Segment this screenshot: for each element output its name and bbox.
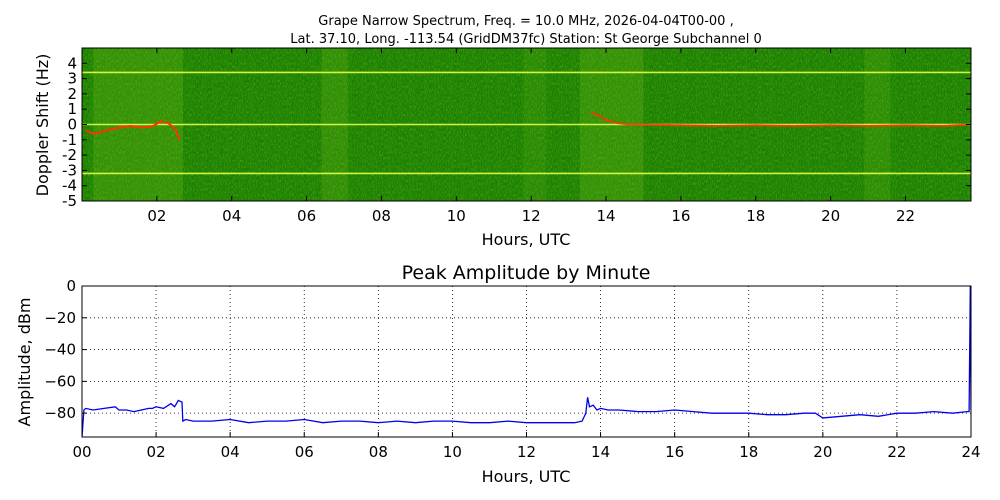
amp-x-tick-label: 18 (739, 443, 758, 461)
amp-y-tick-label: −80 (44, 404, 76, 422)
spec-y-tick-label: -5 (62, 192, 77, 210)
amp-x-tick-label: 24 (961, 443, 980, 461)
amplitude-chart-title: Peak Amplitude by Minute (402, 262, 651, 284)
amplitude-x-axis-label: Hours, UTC (482, 467, 571, 486)
amp-x-tick-label: 02 (147, 443, 166, 461)
amp-x-tick-label: 14 (591, 443, 610, 461)
spec-x-tick-label: 04 (222, 207, 241, 225)
spec-x-tick-label: 22 (896, 207, 915, 225)
amp-y-tick-label: −60 (44, 372, 76, 390)
spec-x-tick-label: 08 (372, 207, 391, 225)
spec-x-tick-label: 20 (821, 207, 840, 225)
signal-trace-segment-2 (590, 111, 970, 128)
amp-x-tick-label: 08 (369, 443, 388, 461)
spec-y-tick-label: 2 (67, 85, 77, 103)
spec-x-tick-label: 02 (147, 207, 166, 225)
spec-x-tick-label: 10 (447, 207, 466, 225)
figure-title-line-2: Lat. 37.10, Long. -113.54 (GridDM37fc) S… (290, 32, 761, 47)
amp-x-tick-label: 20 (813, 443, 832, 461)
amp-x-tick-label: 16 (665, 443, 684, 461)
amplitude-plot-area (82, 286, 971, 437)
amplitude-line (82, 286, 971, 437)
amp-y-tick-label: −40 (44, 341, 76, 359)
spec-x-tick-label: 12 (522, 207, 541, 225)
spec-y-tick-label: -3 (62, 161, 77, 179)
amp-x-tick-label: 22 (887, 443, 906, 461)
amp-y-tick-label: −20 (44, 309, 76, 327)
amp-x-tick-label: 10 (443, 443, 462, 461)
spec-y-tick-label: -2 (62, 146, 77, 164)
spec-x-tick-label: 16 (671, 207, 690, 225)
figure-title-line-1: Grape Narrow Spectrum, Freq. = 10.0 MHz,… (318, 14, 733, 29)
amp-x-tick-label: 06 (295, 443, 314, 461)
spec-y-tick-label: -1 (62, 131, 77, 149)
spec-x-tick-label: 18 (746, 207, 765, 225)
spec-y-tick-label: 4 (67, 54, 77, 72)
spec-x-tick-label: 14 (596, 207, 615, 225)
amp-x-tick-label: 00 (72, 443, 91, 461)
amplitude-series (82, 286, 971, 437)
spec-y-tick-label: 1 (67, 100, 77, 118)
spec-y-tick-label: 3 (67, 70, 77, 88)
amplitude-panel: Peak Amplitude by Minute 00 02 04 06 08 10 12 1… (15, 262, 981, 486)
amp-y-tick-label: 0 (66, 277, 76, 295)
spectrogram-y-axis-label: Doppler Shift (Hz) (33, 54, 52, 197)
amplitude-x-ticks: 00 02 04 06 08 10 12 14 16 18 20 22 24 (72, 432, 981, 461)
amplitude-y-ticks: 0 −20 −40 −60 −80 (44, 277, 87, 422)
spec-x-tick-label: 06 (297, 207, 316, 225)
spectrogram-x-axis-label: Hours, UTC (482, 230, 571, 249)
spec-y-tick-label: -4 (62, 177, 77, 195)
amp-x-tick-label: 12 (517, 443, 536, 461)
spectrogram-signal-trace (85, 111, 970, 141)
amplitude-y-axis-label: Amplitude, dBm (15, 298, 34, 427)
signal-trace-segment-1 (85, 120, 181, 141)
amp-x-tick-label: 04 (221, 443, 240, 461)
spectrogram-x-ticks: 02 04 06 08 10 12 14 16 18 20 22 (147, 48, 915, 225)
spec-y-tick-label: 0 (67, 116, 77, 134)
